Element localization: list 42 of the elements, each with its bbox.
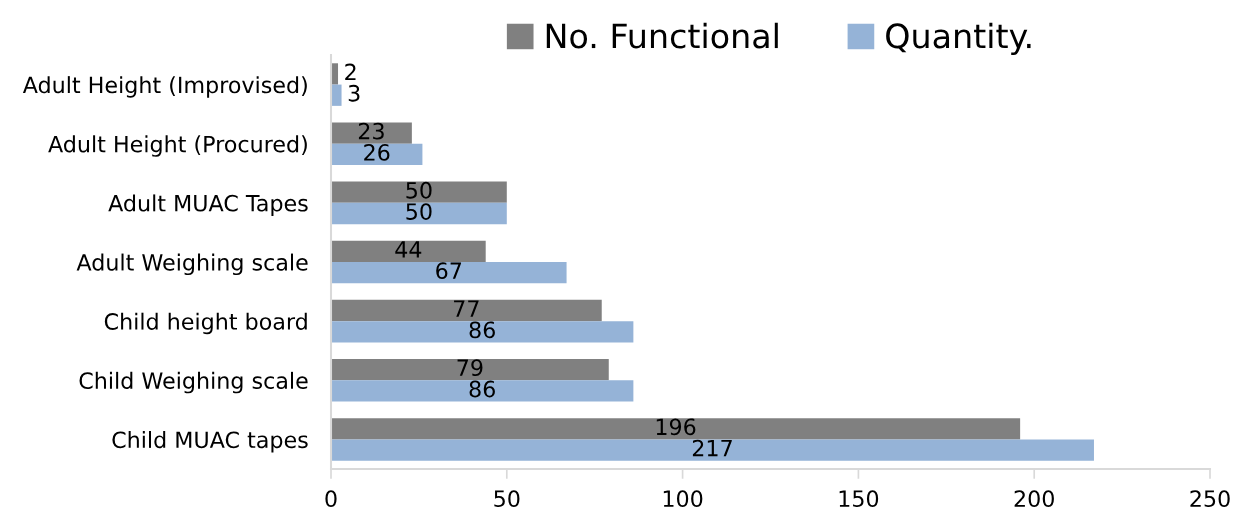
y-tick-label: Child MUAC tapes: [112, 430, 308, 453]
data-label: 196: [656, 418, 696, 436]
data-label: 79: [457, 359, 483, 377]
bar: [331, 122, 412, 144]
bar: [331, 84, 342, 106]
y-tick-label: Adult Height (Improvised): [22, 76, 307, 98]
data-label: 86: [469, 380, 495, 398]
x-tick-label: 200: [1014, 490, 1054, 508]
y-tick-label: Adult Weighing scale: [76, 253, 308, 276]
legend-label: No. Functional: [546, 22, 778, 49]
data-label: 50: [406, 203, 432, 220]
bar: [331, 181, 507, 203]
data-label: 26: [364, 144, 390, 161]
x-tick-label: 50: [494, 490, 520, 508]
y-tick-label: Adult MUAC Tapes: [108, 194, 308, 216]
bar: [331, 143, 423, 166]
bar: [331, 262, 567, 284]
data-label: 3: [348, 84, 360, 102]
x-tick-label: 0: [325, 490, 337, 508]
bar: [331, 299, 602, 322]
data-label: 2: [345, 63, 356, 81]
data-label: 77: [454, 300, 479, 317]
data-label: 44: [395, 241, 422, 258]
y-tick-label: Adult Height (Procured): [48, 135, 307, 157]
bar: [331, 358, 609, 381]
bar: [331, 380, 634, 402]
bar: [331, 202, 507, 225]
x-tick-label: 100: [663, 490, 703, 508]
y-tick-label: Child height board: [104, 312, 307, 335]
data-label: 217: [692, 439, 732, 457]
bar: [331, 240, 486, 262]
legend-label: Quantity.: [886, 22, 1031, 55]
data-label: 23: [358, 122, 384, 140]
x-tick-label: 150: [839, 490, 879, 508]
data-label: 50: [406, 181, 432, 199]
y-tick-label: Child Weighing scale: [79, 371, 308, 394]
bar: [331, 418, 1021, 440]
data-label: 67: [436, 262, 462, 280]
x-tick-label: 250: [1190, 490, 1230, 508]
bar: [331, 439, 1094, 461]
data-label: 86: [469, 321, 495, 339]
bar: [331, 321, 634, 343]
